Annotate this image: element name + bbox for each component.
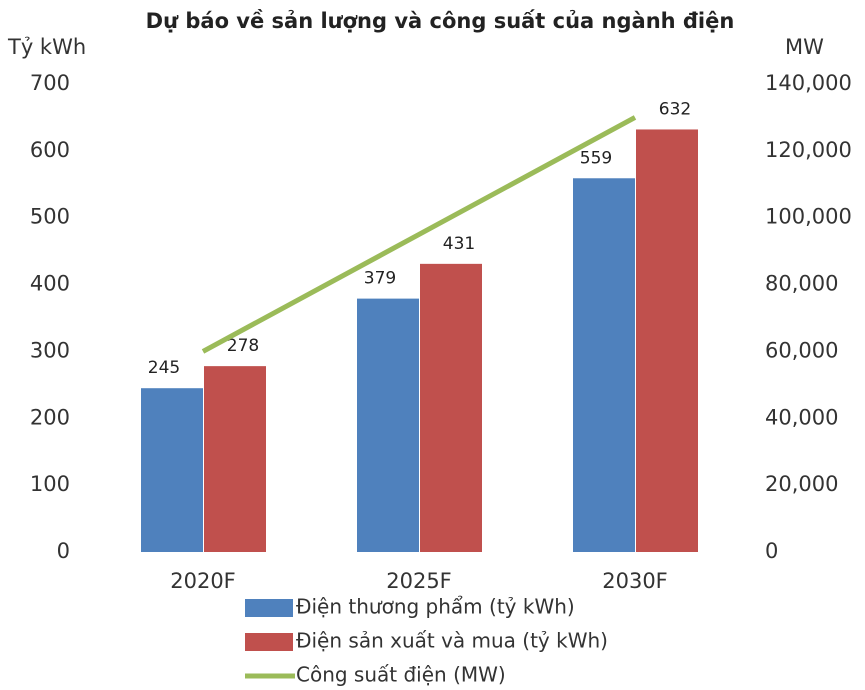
data-label: 379 [364, 269, 396, 289]
y2-tick-label: 0 [765, 539, 778, 563]
y-tick-label: 600 [30, 138, 70, 162]
legend-label: Điện sản xuất và mua (tỷ kWh) [296, 629, 608, 653]
bar [420, 263, 482, 552]
y-tick-label: 100 [30, 472, 70, 496]
legend-label: Điện thương phẩm (tỷ kWh) [296, 595, 575, 619]
y2-tick-label: 60,000 [765, 338, 838, 362]
data-label: 278 [227, 336, 259, 356]
x-tick-label: 2030F [602, 569, 668, 593]
y-tick-label: 0 [57, 539, 70, 563]
data-label: 245 [148, 358, 180, 378]
chart-title: Dự báo về sản lượng và công suất của ngà… [146, 9, 735, 33]
legend-swatch [245, 633, 293, 651]
data-label: 632 [659, 99, 691, 119]
y-tick-label: 400 [30, 272, 70, 296]
legend-label: Công suất điện (MW) [296, 663, 506, 687]
y2-tick-label: 20,000 [765, 472, 838, 496]
data-label: 559 [580, 148, 612, 168]
y-axis-title: Tỷ kWh [7, 35, 86, 59]
y2-axis-title: MW [785, 35, 824, 59]
legend-swatch [245, 599, 293, 617]
y2-tick-label: 40,000 [765, 405, 838, 429]
data-label: 431 [443, 234, 475, 254]
bar [357, 298, 419, 552]
y2-tick-label: 140,000 [765, 71, 852, 95]
x-tick-label: 2020F [170, 569, 236, 593]
bar [141, 388, 203, 552]
y-tick-label: 700 [30, 71, 70, 95]
y2-tick-label: 100,000 [765, 205, 852, 229]
x-tick-label: 2025F [386, 569, 452, 593]
y2-tick-label: 80,000 [765, 272, 838, 296]
y2-tick-label: 120,000 [765, 138, 852, 162]
y-tick-label: 300 [30, 338, 70, 362]
bar [204, 366, 266, 552]
bar [573, 178, 635, 553]
bar [636, 129, 698, 552]
line [201, 115, 637, 354]
y-tick-label: 500 [30, 205, 70, 229]
y-tick-label: 200 [30, 405, 70, 429]
